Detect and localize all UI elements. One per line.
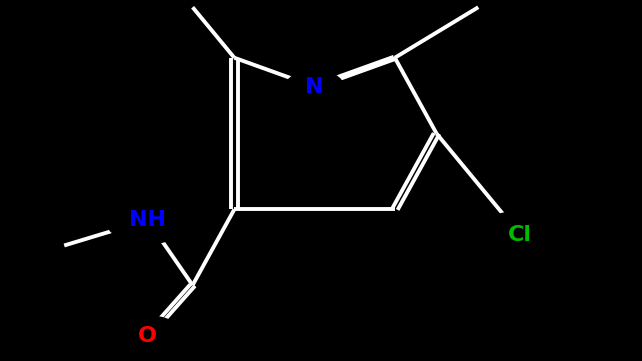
Circle shape [478, 211, 562, 258]
Text: NH: NH [129, 210, 166, 230]
Circle shape [106, 197, 189, 244]
Text: Cl: Cl [508, 225, 532, 245]
Text: O: O [138, 326, 157, 346]
Text: N: N [306, 77, 324, 97]
Circle shape [112, 316, 183, 356]
Circle shape [286, 70, 343, 103]
